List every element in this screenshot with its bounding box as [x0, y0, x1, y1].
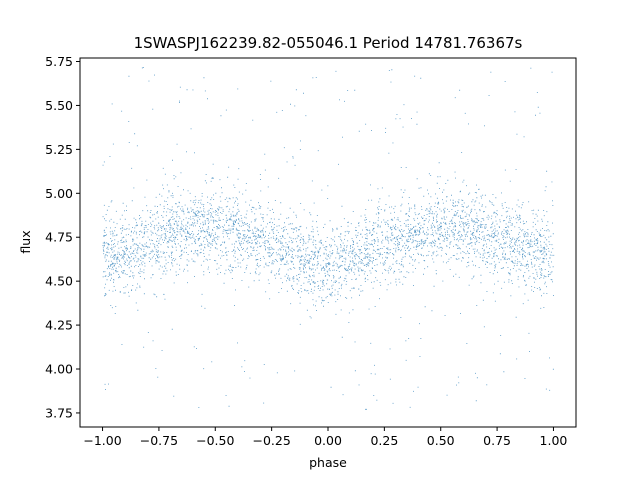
y-tick-label: 5.25 — [45, 142, 73, 157]
x-tick-label: −0.25 — [252, 433, 290, 448]
x-axis: −1.00 −0.75 −0.50 −0.25 0.00 0.25 0.50 0.75 1.00 — [83, 427, 567, 448]
x-axis-label: phase — [309, 455, 347, 470]
y-tick-label: 4.00 — [45, 362, 73, 377]
x-tick-label: 0.50 — [427, 433, 455, 448]
x-tick-label: −0.50 — [196, 433, 234, 448]
y-tick-label: 5.00 — [45, 186, 73, 201]
y-tick-label: 5.75 — [45, 54, 73, 69]
y-tick-label: 4.25 — [45, 318, 73, 333]
x-tick-label: 0.00 — [314, 433, 342, 448]
y-axis-label: flux — [18, 230, 33, 253]
y-axis: 3.75 4.00 4.25 4.50 4.75 5.00 5.25 5.50 5.75 — [45, 54, 80, 420]
scatter-points — [102, 67, 555, 410]
x-tick-label: 0.75 — [483, 433, 511, 448]
y-tick-label: 4.50 — [45, 274, 73, 289]
y-tick-label: 5.50 — [45, 98, 73, 113]
flux-data-points — [102, 67, 555, 410]
plot-frame — [79, 57, 577, 428]
x-tick-label: 0.25 — [370, 433, 398, 448]
y-tick-label: 3.75 — [45, 405, 73, 420]
x-tick-label: −0.75 — [140, 433, 178, 448]
y-tick-label: 4.75 — [45, 230, 73, 245]
chart-title: 1SWASPJ162239.82-055046.1 Period 14781.7… — [134, 34, 523, 52]
x-tick-label: 1.00 — [540, 433, 568, 448]
x-tick-label: −1.00 — [83, 433, 121, 448]
